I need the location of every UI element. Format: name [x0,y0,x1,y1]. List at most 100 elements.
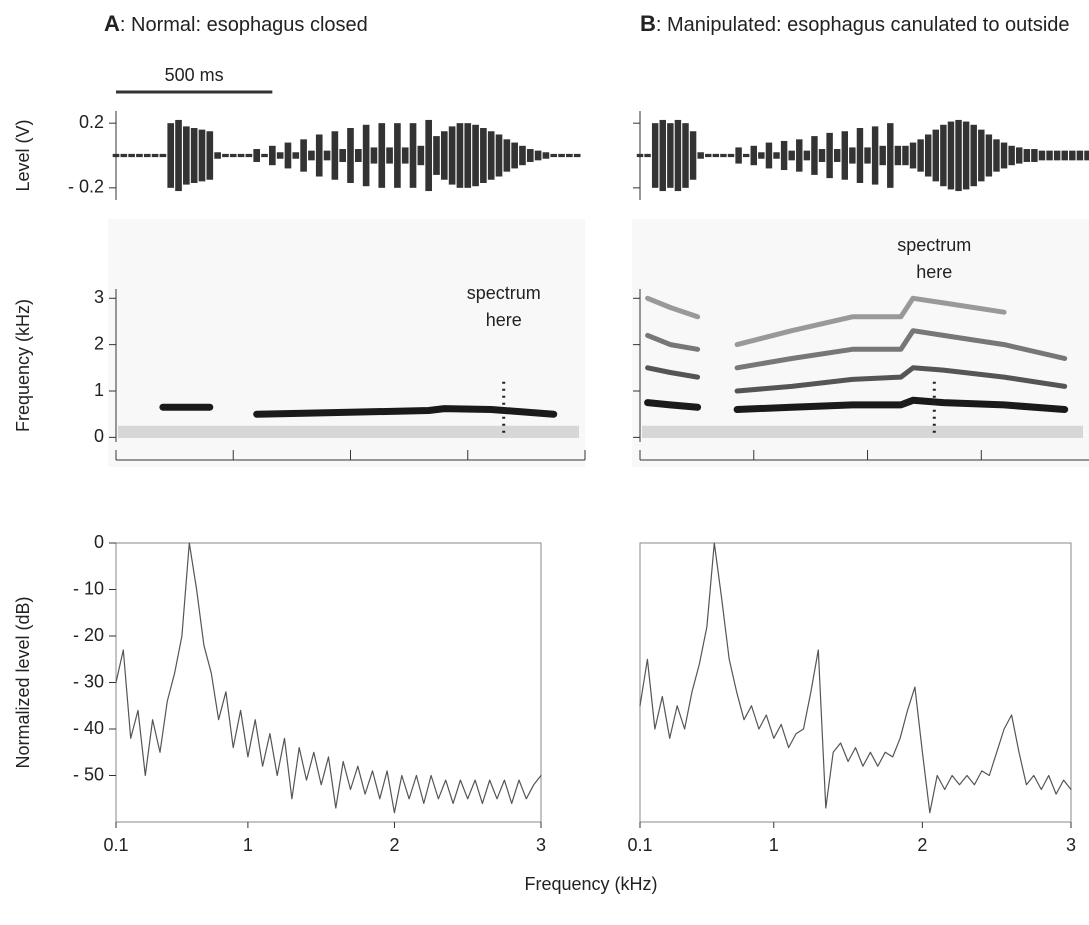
waveform-sample [378,123,386,188]
waveform-sample [697,152,704,159]
y-tick-label: 0 [94,426,104,446]
waveform-sample [705,153,712,158]
waveform-sample [503,139,511,172]
panel-letter: A [104,11,120,36]
harmonic-track [645,328,1068,371]
x-tick-label: 1 [243,835,253,855]
waveform-sample [970,124,977,187]
waveform-sample [284,142,292,169]
waveform-sample [879,145,886,166]
panel-text: : Normal: esophagus closed [119,14,368,36]
waveform-sample [887,123,894,188]
waveform-sample [323,150,331,161]
plot-frame [115,542,542,823]
waveform-sample [940,124,947,187]
waveform-sample [276,152,284,159]
y-tick-label: 3 [94,287,104,307]
waveform-sample [871,126,879,185]
y-tick-label: 1 [94,380,104,400]
waveform-sample [803,150,811,161]
waveform-sample [924,134,932,177]
y-tick-label: 0.2 [79,112,104,132]
waveform-sample [917,139,924,172]
waveform-sample [826,132,833,179]
waveform-sample [818,149,826,162]
waveform-sample [962,121,970,190]
waveform-sample [558,153,565,158]
waveform-sample [573,153,581,158]
waveform-sample [682,123,689,188]
waveform-sample [932,129,940,182]
waveform-sample [1000,142,1008,169]
waveform-sample [985,134,993,177]
waveform-sample [167,123,175,188]
waveform-sample [198,129,206,182]
noise-band [118,425,579,438]
waveform-sample [448,126,456,185]
waveform-sample [833,149,841,162]
waveform-sample [112,153,120,158]
waveform-sample [409,123,417,188]
waveform-sample [261,153,268,158]
waveform-sample [151,153,159,158]
waveform-sample [902,145,909,166]
panel-title: B: Manipulated: esophagus canulated to o… [640,10,1070,39]
y-axis-label: Level (V) [13,119,33,191]
waveform-sample [849,147,856,164]
waveform-sample [765,142,773,169]
y-axis-label: Normalized level (dB) [13,596,33,768]
waveform-sample [727,153,735,158]
plot-background [108,219,585,467]
waveform-sample [401,147,409,164]
waveform-sample [292,152,300,159]
waveform-sample [354,149,362,162]
waveform-sample [456,123,464,188]
waveform-sample [1015,147,1023,164]
waveform-sample [796,139,803,172]
spectrum-line [115,542,542,814]
waveform-sample [651,123,659,188]
x-axis-label: Frequency (kHz) [524,874,657,894]
waveform-sample [856,128,864,183]
waveform-sample [659,119,666,192]
harmonic-track [645,295,1007,348]
waveform-sample [780,140,788,171]
waveform-sample [534,150,542,161]
waveform-sample [1069,150,1076,161]
x-tick-label: 0.1 [627,835,652,855]
plot-frame [639,542,1072,823]
y-tick-label: - 50 [73,764,104,784]
waveform-sample [689,131,697,180]
waveform-sample [947,121,955,190]
waveform-sample [1084,150,1089,161]
waveform-sample [347,128,354,183]
waveform-sample [1053,150,1061,161]
waveform-sample [566,153,573,158]
waveform-sample [229,153,237,158]
waveform-sample [128,153,135,158]
waveform-sample [841,131,849,180]
waveform-sample [1038,150,1046,161]
waveform-sample [1031,149,1038,162]
waveform-sample [667,123,674,188]
noise-band [642,425,1083,438]
waveform-sample [386,147,393,164]
panel-title: A: Normal: esophagus closed [104,10,544,39]
waveform-sample [773,152,780,159]
y-tick-label: - 10 [73,578,104,598]
y-tick-label: - 20 [73,625,104,645]
waveform-sample [542,152,550,159]
x-tick-label: 3 [1066,835,1076,855]
waveform-sample [636,153,644,158]
waveform-sample [331,131,339,180]
waveform-sample [480,128,487,183]
y-axis-label: Frequency (kHz) [13,299,33,432]
waveform-sample [370,147,378,164]
waveform-sample [206,131,214,180]
waveform-sample [175,119,182,192]
waveform-sample [394,123,401,188]
x-tick-label: 0.1 [103,835,128,855]
waveform-sample [440,131,448,180]
waveform-sample [758,152,765,159]
